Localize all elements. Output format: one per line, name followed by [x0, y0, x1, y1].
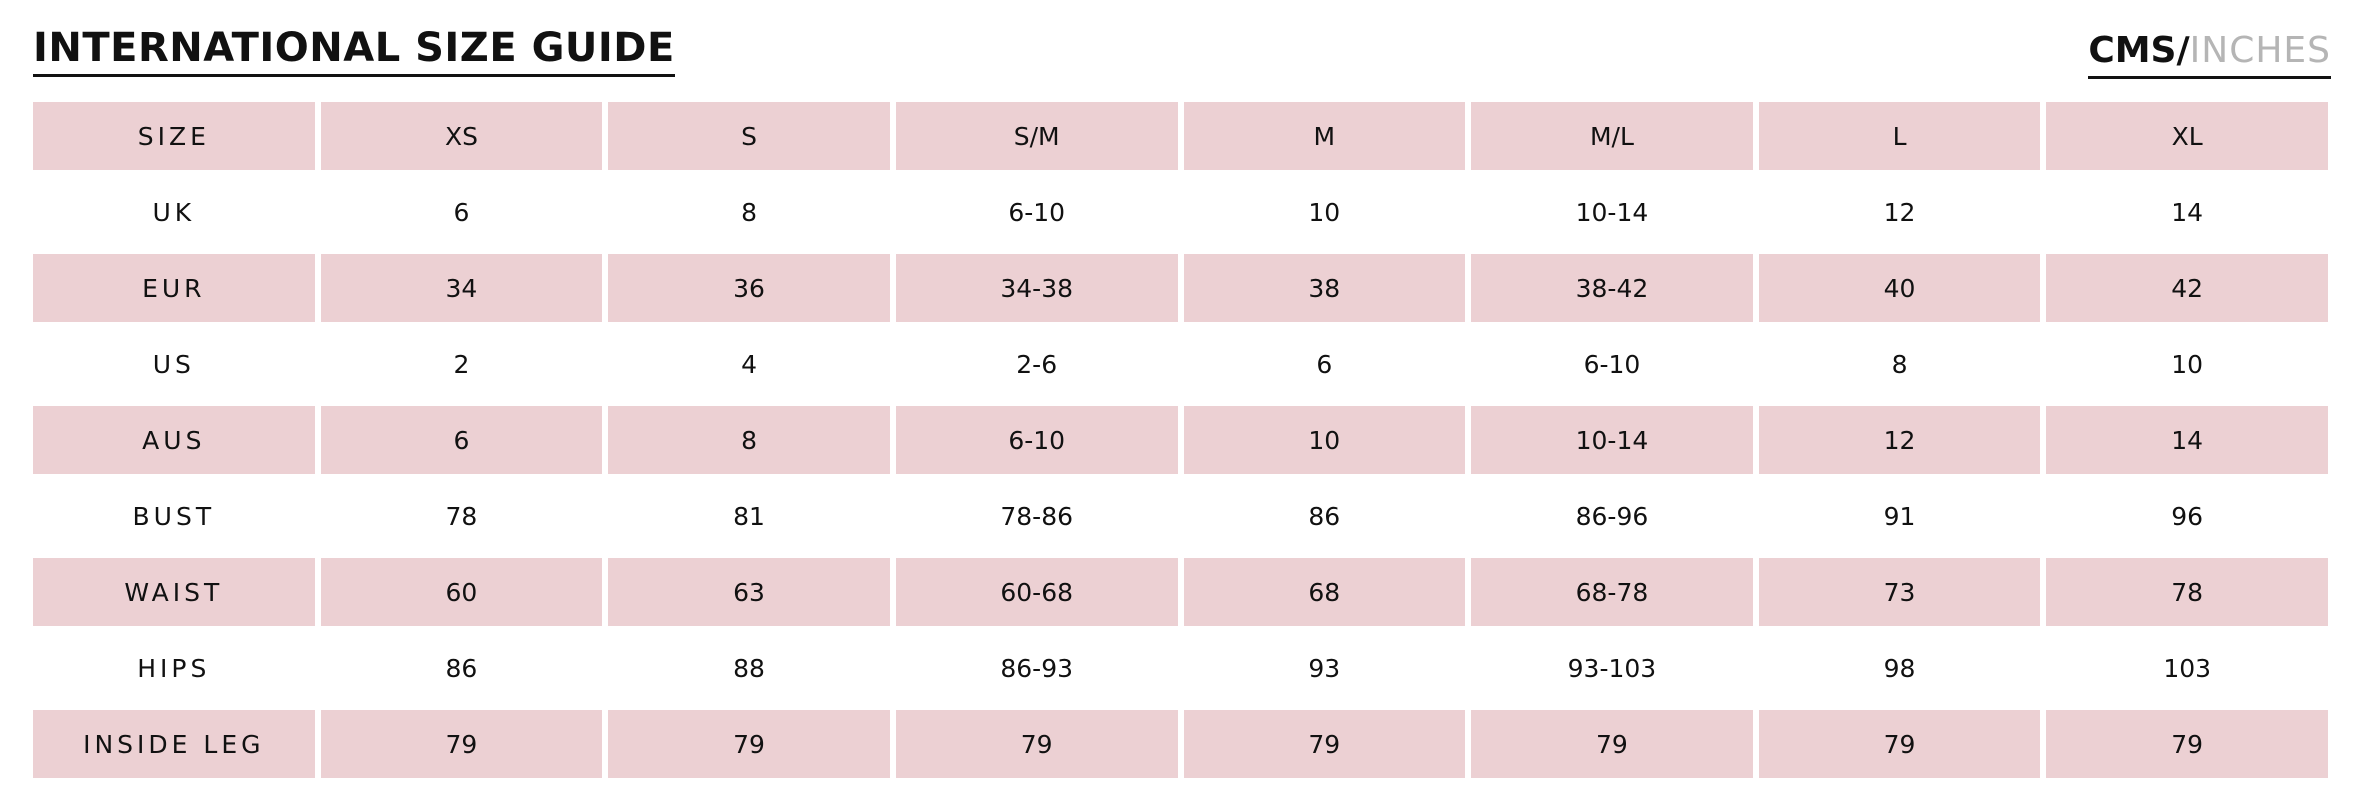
cell: 96	[2171, 501, 2204, 531]
cell: 68	[1183, 558, 1466, 626]
row-label: UK	[152, 197, 196, 227]
cell: XL	[2046, 102, 2328, 170]
cell: 6-10	[1008, 197, 1066, 227]
header-row: SIZE XS S S/M M M/L L XL	[33, 98, 2328, 174]
cell: 10-14	[1471, 406, 1753, 474]
row-label: US	[152, 349, 195, 379]
unit-toggle: CMS/INCHES	[2088, 28, 2331, 79]
cell: 98	[1883, 653, 1916, 683]
cell: S/M	[895, 102, 1178, 170]
title: INTERNATIONAL SIZE GUIDE	[33, 24, 675, 77]
cell: 10	[1308, 197, 1341, 227]
row-label: AUS	[33, 406, 315, 474]
cell: 88	[733, 653, 765, 683]
unit-separator: /	[2176, 30, 2190, 71]
cell: 60-68	[895, 558, 1178, 626]
cell: 14	[2171, 197, 2204, 227]
cell: 40	[1758, 254, 2041, 322]
cell: 34-38	[895, 254, 1178, 322]
table-row: HIPS 86 88 86-93 93 93-103 98 103	[33, 630, 2328, 706]
cell: 79	[1183, 710, 1466, 778]
cell: 79	[895, 710, 1178, 778]
cell: L	[1758, 102, 2041, 170]
table-row: AUS 6 8 6-10 10 10-14 12 14	[33, 402, 2328, 478]
cell: 81	[733, 501, 765, 531]
cell: S	[608, 102, 890, 170]
cell: 8	[1891, 349, 1908, 379]
table-row: UK 6 8 6-10 10 10-14 12 14	[33, 174, 2328, 250]
cell: 6	[1316, 349, 1333, 379]
cell: 12	[1758, 406, 2041, 474]
table-row: WAIST 60 63 60-68 68 68-78 73 78	[33, 554, 2328, 630]
cell: 63	[608, 558, 890, 626]
cell: 14	[2046, 406, 2328, 474]
cell: 6-10	[1583, 349, 1641, 379]
row-label: SIZE	[33, 102, 315, 170]
cell: 79	[320, 710, 603, 778]
cell: 6	[320, 406, 603, 474]
cell: 10	[2171, 349, 2204, 379]
cell: 4	[741, 349, 758, 379]
cell: 86	[445, 653, 478, 683]
cell: XS	[320, 102, 603, 170]
table-row: US 2 4 2-6 6 6-10 8 10	[33, 326, 2328, 402]
cell: 36	[608, 254, 890, 322]
cell: 78	[2046, 558, 2328, 626]
cell: 38-42	[1471, 254, 1753, 322]
cell: 6	[453, 197, 470, 227]
cell: 78	[445, 501, 478, 531]
row-label: BUST	[132, 501, 216, 531]
cell: 68-78	[1471, 558, 1753, 626]
cell: M/L	[1471, 102, 1753, 170]
cell: 78-86	[1000, 501, 1074, 531]
row-label: EUR	[33, 254, 315, 322]
row-label: HIPS	[137, 653, 211, 683]
cell: 86-96	[1575, 501, 1649, 531]
cell: 86	[1308, 501, 1341, 531]
cell: 10-14	[1575, 197, 1649, 227]
cell: 60	[320, 558, 603, 626]
cell: 34	[320, 254, 603, 322]
unit-inches[interactable]: INCHES	[2189, 30, 2331, 71]
table-row: INSIDE LEG 79 79 79 79 79 79 79	[33, 706, 2328, 782]
cell: 2-6	[1016, 349, 1058, 379]
cell: M	[1183, 102, 1466, 170]
cell: 91	[1883, 501, 1916, 531]
row-label: INSIDE LEG	[33, 710, 315, 778]
cell: 79	[1758, 710, 2041, 778]
cell: 8	[741, 197, 758, 227]
cell: 8	[608, 406, 890, 474]
row-label: WAIST	[33, 558, 315, 626]
cell: 42	[2046, 254, 2328, 322]
size-table: SIZE XS S S/M M M/L L XL UK 6 8 6-10 10 10-14 12 14 EUR 3…	[33, 98, 2328, 782]
cell: 93-103	[1567, 653, 1657, 683]
cell: 93	[1308, 653, 1341, 683]
cell: 79	[608, 710, 890, 778]
cell: 38	[1183, 254, 1466, 322]
cell: 73	[1758, 558, 2041, 626]
cell: 86-93	[1000, 653, 1074, 683]
table-row: BUST 78 81 78-86 86 86-96 91 96	[33, 478, 2328, 554]
cell: 6-10	[895, 406, 1178, 474]
table-row: EUR 34 36 34-38 38 38-42 40 42	[33, 250, 2328, 326]
cell: 79	[2046, 710, 2328, 778]
cell: 79	[1471, 710, 1753, 778]
cell: 12	[1883, 197, 1916, 227]
unit-cms[interactable]: CMS	[2088, 30, 2177, 71]
cell: 2	[453, 349, 470, 379]
cell: 10	[1183, 406, 1466, 474]
cell: 103	[2163, 653, 2212, 683]
